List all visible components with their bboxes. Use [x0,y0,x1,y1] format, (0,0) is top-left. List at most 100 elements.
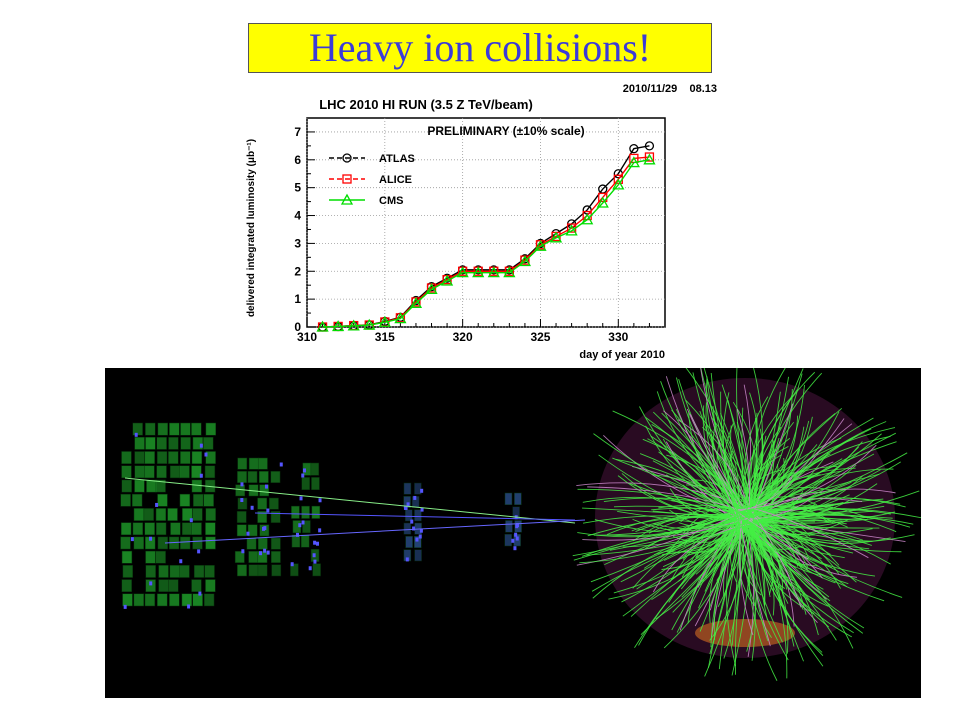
particle-track [695,516,739,559]
detector-cell [257,551,268,563]
detector-hit [198,591,202,596]
particle-track [582,517,750,541]
detector-cell [257,564,268,577]
detector-cell [237,564,247,577]
particle-track [603,497,743,514]
detector-hit [313,559,317,564]
detector-cell [181,522,193,536]
detector-hit [240,482,244,487]
detector-hit [264,484,268,489]
particle-track [722,392,743,522]
detector-cell [270,511,281,523]
detector-hit [301,473,305,478]
particle-track [592,518,754,599]
chart-timestamp: 2010/11/29 08.13 [623,83,717,95]
data-point-cms [378,315,391,327]
particle-track [740,524,831,555]
data-point-cms [549,231,563,243]
particle-track [593,433,741,518]
detector-hit [187,604,191,609]
data-point-atlas [644,141,655,151]
detector-cell [191,579,202,593]
particle-track [739,519,847,526]
detector-cell [290,563,299,577]
detector-cell [300,534,310,548]
detector-cell [168,451,179,464]
detector-cell [205,579,216,593]
detector-cell [257,457,268,470]
detector-cell [146,479,157,493]
detector-hit [250,505,254,510]
event-display-canvas [120,368,921,681]
detector-hit [263,548,267,553]
plot-frame [306,117,666,328]
detector-cell [312,563,321,577]
detector-cell [257,511,268,523]
detector-cell [504,534,512,547]
y-tick-label: 4 [294,209,301,223]
particle-track [746,511,829,607]
detector-cell [157,493,168,507]
detector-cell [179,536,191,550]
particle-track [748,521,845,559]
detector-hit [123,604,127,609]
detector-cell [191,422,202,436]
detector-cell [291,534,301,548]
detector-cell [144,522,155,536]
detector-cell [180,422,191,436]
detector-cell [247,471,258,483]
detector-cell [157,422,169,436]
data-point-cms [503,266,516,278]
detector-cell [191,451,203,464]
detector-cell [179,465,190,479]
particle-track [746,415,799,509]
data-point-cms [363,318,376,330]
detector-cell [246,537,257,550]
particle-track [748,446,859,527]
detector-cell [120,493,131,507]
detector-cell [134,436,145,450]
detector-hit [241,549,245,554]
chart-title: LHC 2010 HI RUN (3.5 Z TeV/beam) [319,97,533,112]
particle-track [716,525,739,581]
detector-cell [301,505,310,519]
data-point-cms [487,266,500,278]
particle-track [709,527,744,641]
detector-cell [504,492,513,505]
detector-cell [237,497,248,510]
detector-hit [514,532,518,537]
particle-track [617,510,741,528]
detector-hit [420,488,424,493]
particle-track [736,477,793,512]
detector-cell [311,477,320,490]
chart-xlabel: day of year 2010 [579,349,665,361]
y-tick-label: 1 [294,292,301,306]
data-point-cms [456,266,469,278]
detector-cell [403,522,412,535]
particle-track [573,515,736,561]
detector-cell [258,471,269,483]
detector-cell [169,565,180,578]
detector-hit [199,443,203,448]
detector-cell [302,520,311,534]
detector-cell [414,509,422,522]
detector-cell [514,492,522,505]
detector-cell [405,536,413,548]
detector-cell [191,479,203,493]
detector-plane [120,422,217,607]
detector-cell [237,471,247,483]
data-point-cms [409,296,423,308]
x-tick-label: 310 [297,330,317,344]
particle-track [745,524,885,602]
detector-cell [193,493,204,507]
muon-track [124,477,576,524]
detector-hit [318,498,322,503]
particle-track [728,452,752,523]
legend-label: ATLAS [379,153,415,165]
detector-cell [145,422,156,436]
detector-hit [263,526,267,531]
detector-cell [155,508,167,521]
data-point-cms [425,283,438,295]
legend-label: CMS [379,195,403,207]
x-tick-label: 320 [453,330,473,344]
